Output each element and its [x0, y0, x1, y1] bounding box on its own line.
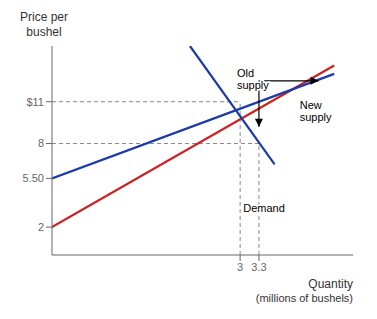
html-text:Price per bushel: Price per bushel	[20, 10, 68, 39]
svg-text:3: 3	[237, 261, 243, 273]
html-text:(millions of bushels): (millions of bushels)	[255, 292, 353, 304]
svg-text:Newsupply: Newsupply	[300, 99, 332, 124]
svg-text:Demand: Demand	[243, 202, 285, 214]
svg-text:$11: $11	[26, 96, 44, 108]
html-text:Quantity: Quantity	[308, 277, 353, 291]
svg-text:2: 2	[38, 221, 44, 233]
svg-text:Oldsupply: Oldsupply	[237, 67, 269, 92]
svg-text:5.50: 5.50	[23, 172, 44, 184]
svg-text:8: 8	[38, 137, 44, 149]
svg-text:3.3: 3.3	[251, 261, 266, 273]
